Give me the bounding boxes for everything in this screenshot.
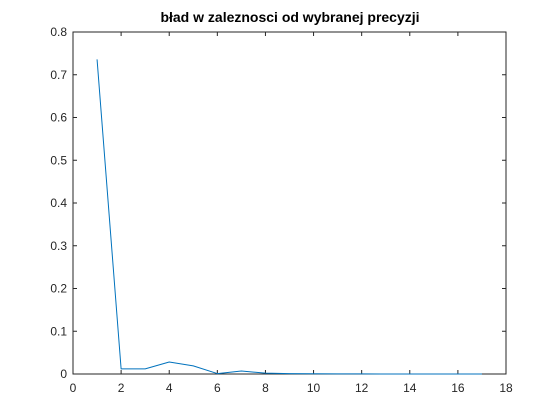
chart-title: bład w zaleznosci od wybranej precyzji: [160, 9, 419, 25]
y-tick-label: 0.8: [50, 25, 67, 39]
x-tick-label: 18: [499, 381, 513, 395]
y-tick-label: 0.2: [50, 282, 67, 296]
y-tick-label: 0.7: [50, 68, 67, 82]
x-tick-label: 8: [262, 381, 269, 395]
plot-area: [72, 31, 507, 375]
x-tick-label: 4: [166, 381, 173, 395]
x-tick-label: 10: [307, 381, 321, 395]
y-tick-label: 0.5: [50, 153, 67, 167]
y-tick-label: 0.4: [50, 196, 67, 210]
x-tick-label: 16: [451, 381, 465, 395]
y-tick-label: 0.3: [50, 239, 67, 253]
x-tick-label: 2: [118, 381, 125, 395]
x-tick-label: 6: [214, 381, 221, 395]
axis-ticks: [72, 31, 507, 375]
series-line: [96, 59, 482, 375]
x-tick-labels: 0 2 4 6 8 10 12 14 16 18: [70, 381, 513, 395]
y-tick-label: 0.6: [50, 111, 67, 125]
x-tick-label: 0: [70, 381, 77, 395]
y-tick-labels: 0 0.1 0.2 0.3 0.4 0.5 0.6 0.7 0.8: [50, 25, 67, 381]
series-group: [96, 59, 482, 375]
y-tick-label: 0.1: [50, 324, 67, 338]
x-tick-label: 14: [403, 381, 417, 395]
x-tick-label: 12: [355, 381, 369, 395]
y-tick-label: 0: [60, 367, 67, 381]
